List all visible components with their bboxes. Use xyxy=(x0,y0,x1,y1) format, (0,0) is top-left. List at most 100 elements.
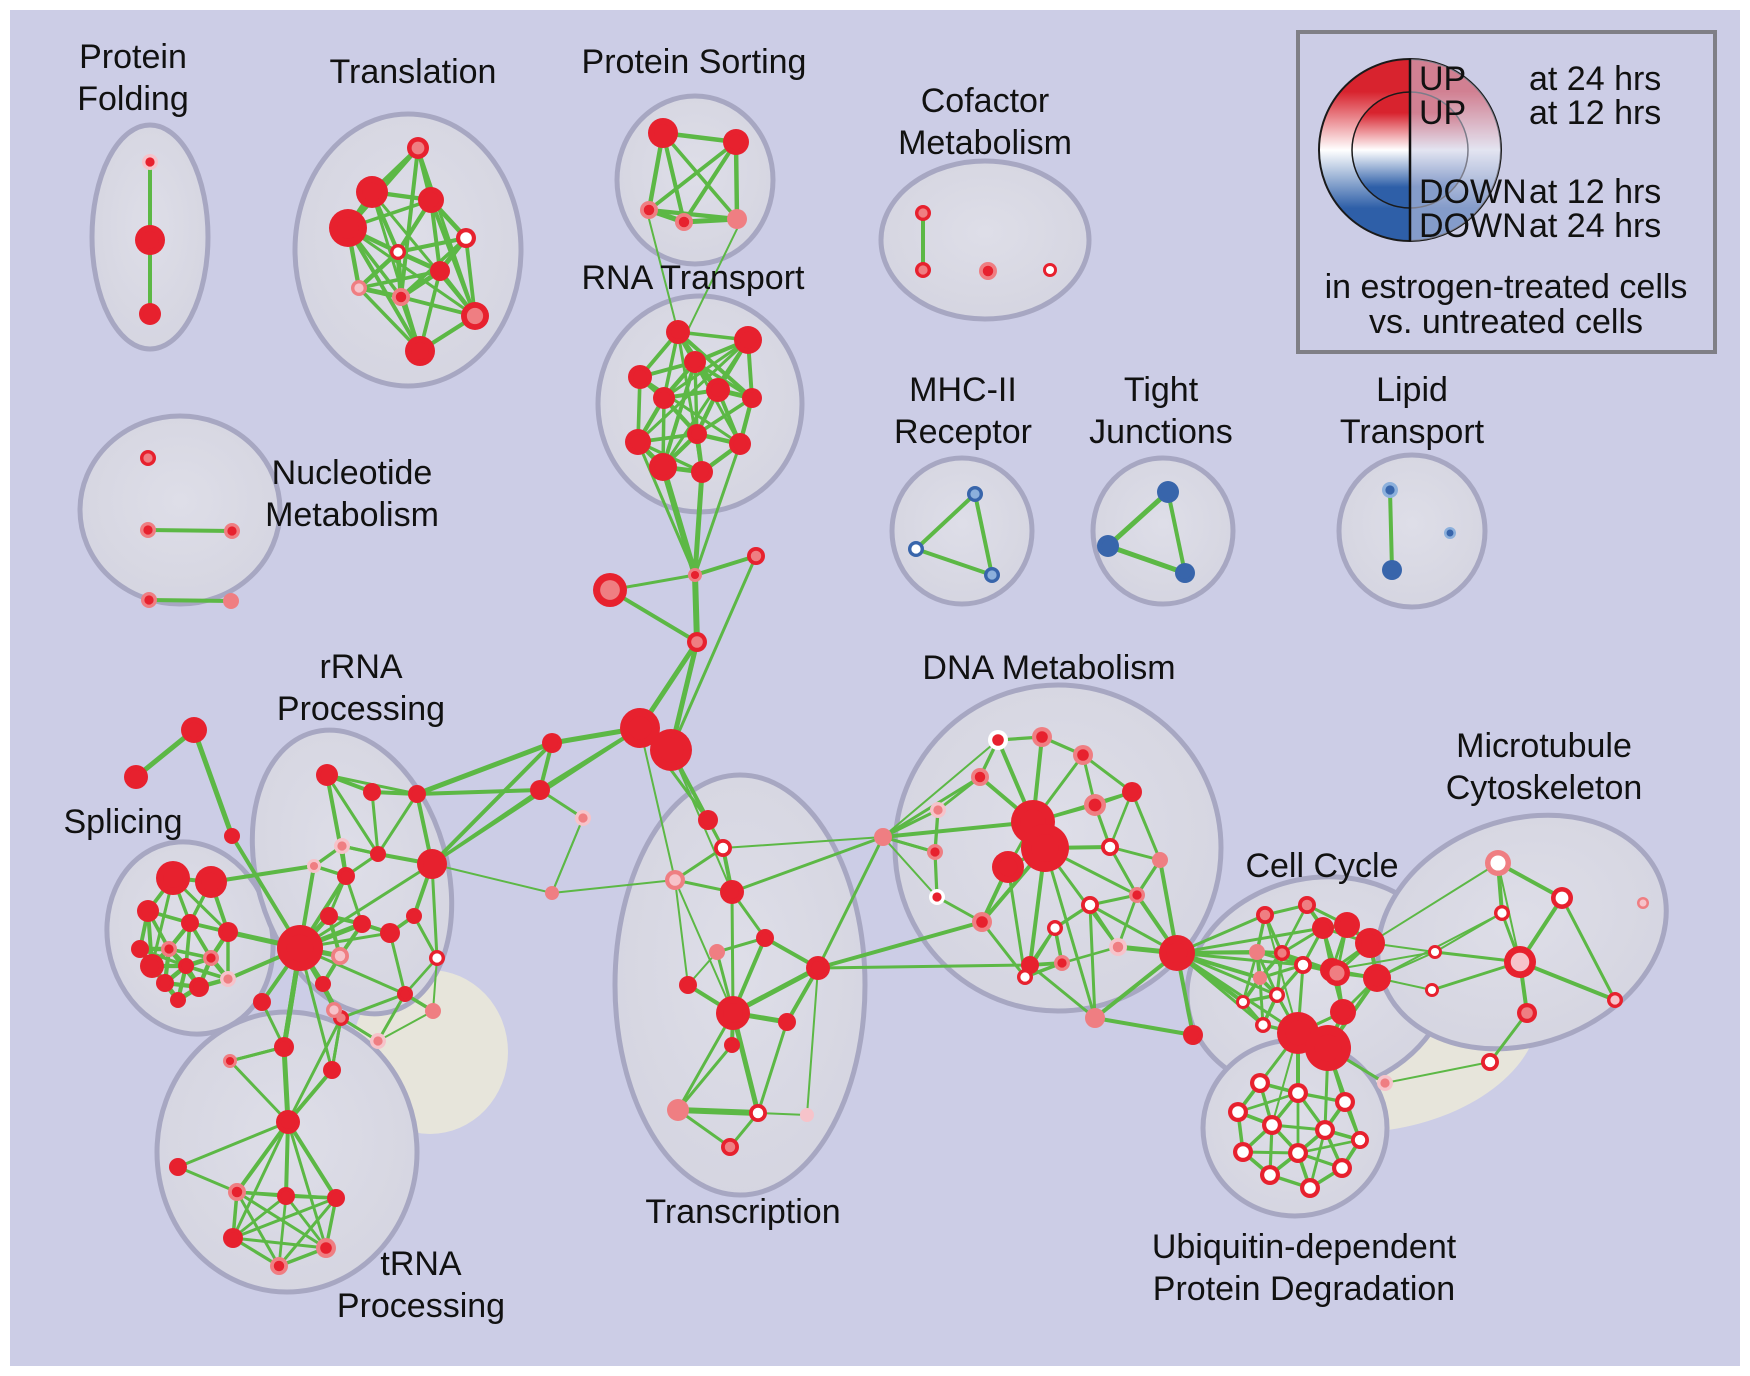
gene-node-inner-cell-cycle xyxy=(1316,921,1330,935)
gene-node-inner-dna-metabolism xyxy=(1132,890,1142,900)
gene-node-inner-dna-metabolism xyxy=(930,847,940,857)
edge xyxy=(1060,945,1120,965)
edge xyxy=(286,1016,343,1124)
gene-node-inner-dna-metabolism xyxy=(974,771,986,783)
gene-node-inner-cell-cycle xyxy=(1258,1020,1268,1030)
gene-node-inner-splicing-triangle xyxy=(129,770,143,784)
edge xyxy=(881,808,940,839)
gene-node-inner-transcription xyxy=(724,1141,736,1153)
gene-node-inner-translation xyxy=(393,247,403,257)
edge xyxy=(1369,862,1499,944)
gene-node-inner-tight-junctions xyxy=(1161,485,1175,499)
edge xyxy=(1280,903,1309,955)
gene-node-inner-protein-sorting xyxy=(728,134,744,150)
legend-footer: vs. untreated cells xyxy=(1369,303,1643,341)
edge xyxy=(693,442,742,577)
gene-node-inner-transcription xyxy=(671,1103,685,1117)
gene-node-inner-trna-processing xyxy=(227,1232,239,1244)
gene-node-inner-cell-cycle xyxy=(1166,942,1188,964)
cluster-label-cell-cycle: Cell Cycle xyxy=(1245,847,1398,885)
labels-layer: Protein Folding Translation Protein Sorting… xyxy=(63,38,1642,1325)
edge xyxy=(681,139,739,225)
gene-node-inner-rrna-processing xyxy=(225,1056,235,1066)
edge xyxy=(231,1120,290,1240)
edge xyxy=(1384,1061,1491,1084)
gene-node-inner-dna-metabolism xyxy=(1155,855,1165,865)
gene-node-inner-rrna-processing xyxy=(373,1036,383,1046)
edge xyxy=(1028,963,1097,1020)
cluster-label-trna-processing: tRNA xyxy=(380,1245,462,1283)
gene-node-inner-rrna-processing xyxy=(409,911,419,921)
gene-node-inner-protein-sorting xyxy=(643,204,655,216)
gene-node-inner-trna-processing xyxy=(330,1192,342,1204)
gene-node-inner-dna-metabolism xyxy=(976,916,988,928)
gene-node-inner-trna-processing xyxy=(281,1115,295,1129)
cluster-label-transcription: Transcription xyxy=(645,1193,840,1231)
gene-node-inner-dna-metabolism xyxy=(992,734,1004,746)
gene-node-inner-rrna-processing xyxy=(334,950,346,962)
edge xyxy=(980,920,1027,979)
gene-node-inner-rrna-processing xyxy=(309,861,319,871)
edge xyxy=(636,338,750,444)
gene-node-inner-rrna-processing xyxy=(432,953,442,963)
gene-node-inner-cofactor-metabolism xyxy=(918,208,928,218)
edge xyxy=(1175,951,1279,997)
gene-node-inner-dna-metabolism xyxy=(1126,786,1138,798)
gene-node-inner-splicing xyxy=(201,872,221,892)
gene-node-inner-protein-folding xyxy=(143,307,157,321)
edge xyxy=(176,1120,290,1169)
gene-node-inner-nucleotide-metabolism xyxy=(143,525,153,535)
gene-node-inner-translation xyxy=(354,283,364,293)
cluster-label-cofactor-metabolism: Cofactor xyxy=(921,82,1050,120)
edge xyxy=(1376,912,1503,979)
edge xyxy=(674,879,689,986)
edge xyxy=(231,1236,328,1250)
gene-node-inner-tight-junctions xyxy=(1179,567,1191,579)
edge xyxy=(1130,790,1162,862)
gene-node-inner-cofactor-metabolism xyxy=(1045,265,1055,275)
edge xyxy=(693,554,758,577)
gene-node-inner-trna-processing xyxy=(172,1161,184,1173)
edge xyxy=(228,1059,290,1124)
cluster-bubble-protein-sorting xyxy=(614,93,776,267)
cluster-bubble-mhc-ii-receptor xyxy=(889,455,1035,607)
edge xyxy=(730,1010,761,1116)
edge xyxy=(881,835,937,854)
edge xyxy=(370,790,380,856)
edge xyxy=(882,836,938,898)
edge xyxy=(816,963,1032,970)
edge xyxy=(298,862,434,950)
edge xyxy=(399,146,420,299)
gene-node-inner-cell-cycle xyxy=(1329,965,1345,981)
gene-node-inner-splicing xyxy=(159,977,171,989)
cluster-label-trna-processing: Processing xyxy=(337,1287,505,1325)
gene-node-inner-lipid-transport xyxy=(1386,564,1398,576)
legend-direction-label: DOWN xyxy=(1419,207,1527,245)
gene-node-inner-rna-transport xyxy=(671,325,685,339)
gene-node-inner-transcription xyxy=(802,1110,812,1120)
edge xyxy=(1105,543,1188,576)
edge xyxy=(756,1020,789,1115)
edge xyxy=(432,957,438,1012)
gene-node-inner-transcription xyxy=(717,842,729,854)
cluster-label-mhc-ii-receptor: MHC-II xyxy=(909,371,1017,409)
gene-node-inner-trna-processing xyxy=(320,1242,332,1254)
gene-node-inner-trna-processing xyxy=(231,1186,243,1198)
gene-node-inner-ubiquitin-degradation xyxy=(1264,1169,1276,1181)
edge xyxy=(415,788,542,796)
gene-node-inner-translation xyxy=(411,141,425,155)
gene-node-inner-cell-cycle xyxy=(1301,899,1313,911)
gene-node-inner-transcription xyxy=(682,979,694,991)
gene-node-inner-transcription xyxy=(723,1003,743,1023)
edge xyxy=(1296,1138,1362,1155)
edge xyxy=(660,464,698,578)
gene-node-inner-rrna-processing xyxy=(384,927,396,939)
gene-node-inner-rrna-processing xyxy=(340,870,352,882)
edge xyxy=(284,1194,328,1250)
legend-time-label: at 24 hrs xyxy=(1529,60,1661,98)
cluster-label-protein-folding: Folding xyxy=(77,80,189,118)
gene-node-inner-cell-cycle xyxy=(1297,959,1309,971)
edge xyxy=(1488,1011,1529,1064)
cluster-label-microtubule-cytoskeleton: Microtubule xyxy=(1456,727,1632,765)
gene-node-inner-mhc-ii-receptor xyxy=(911,544,921,554)
